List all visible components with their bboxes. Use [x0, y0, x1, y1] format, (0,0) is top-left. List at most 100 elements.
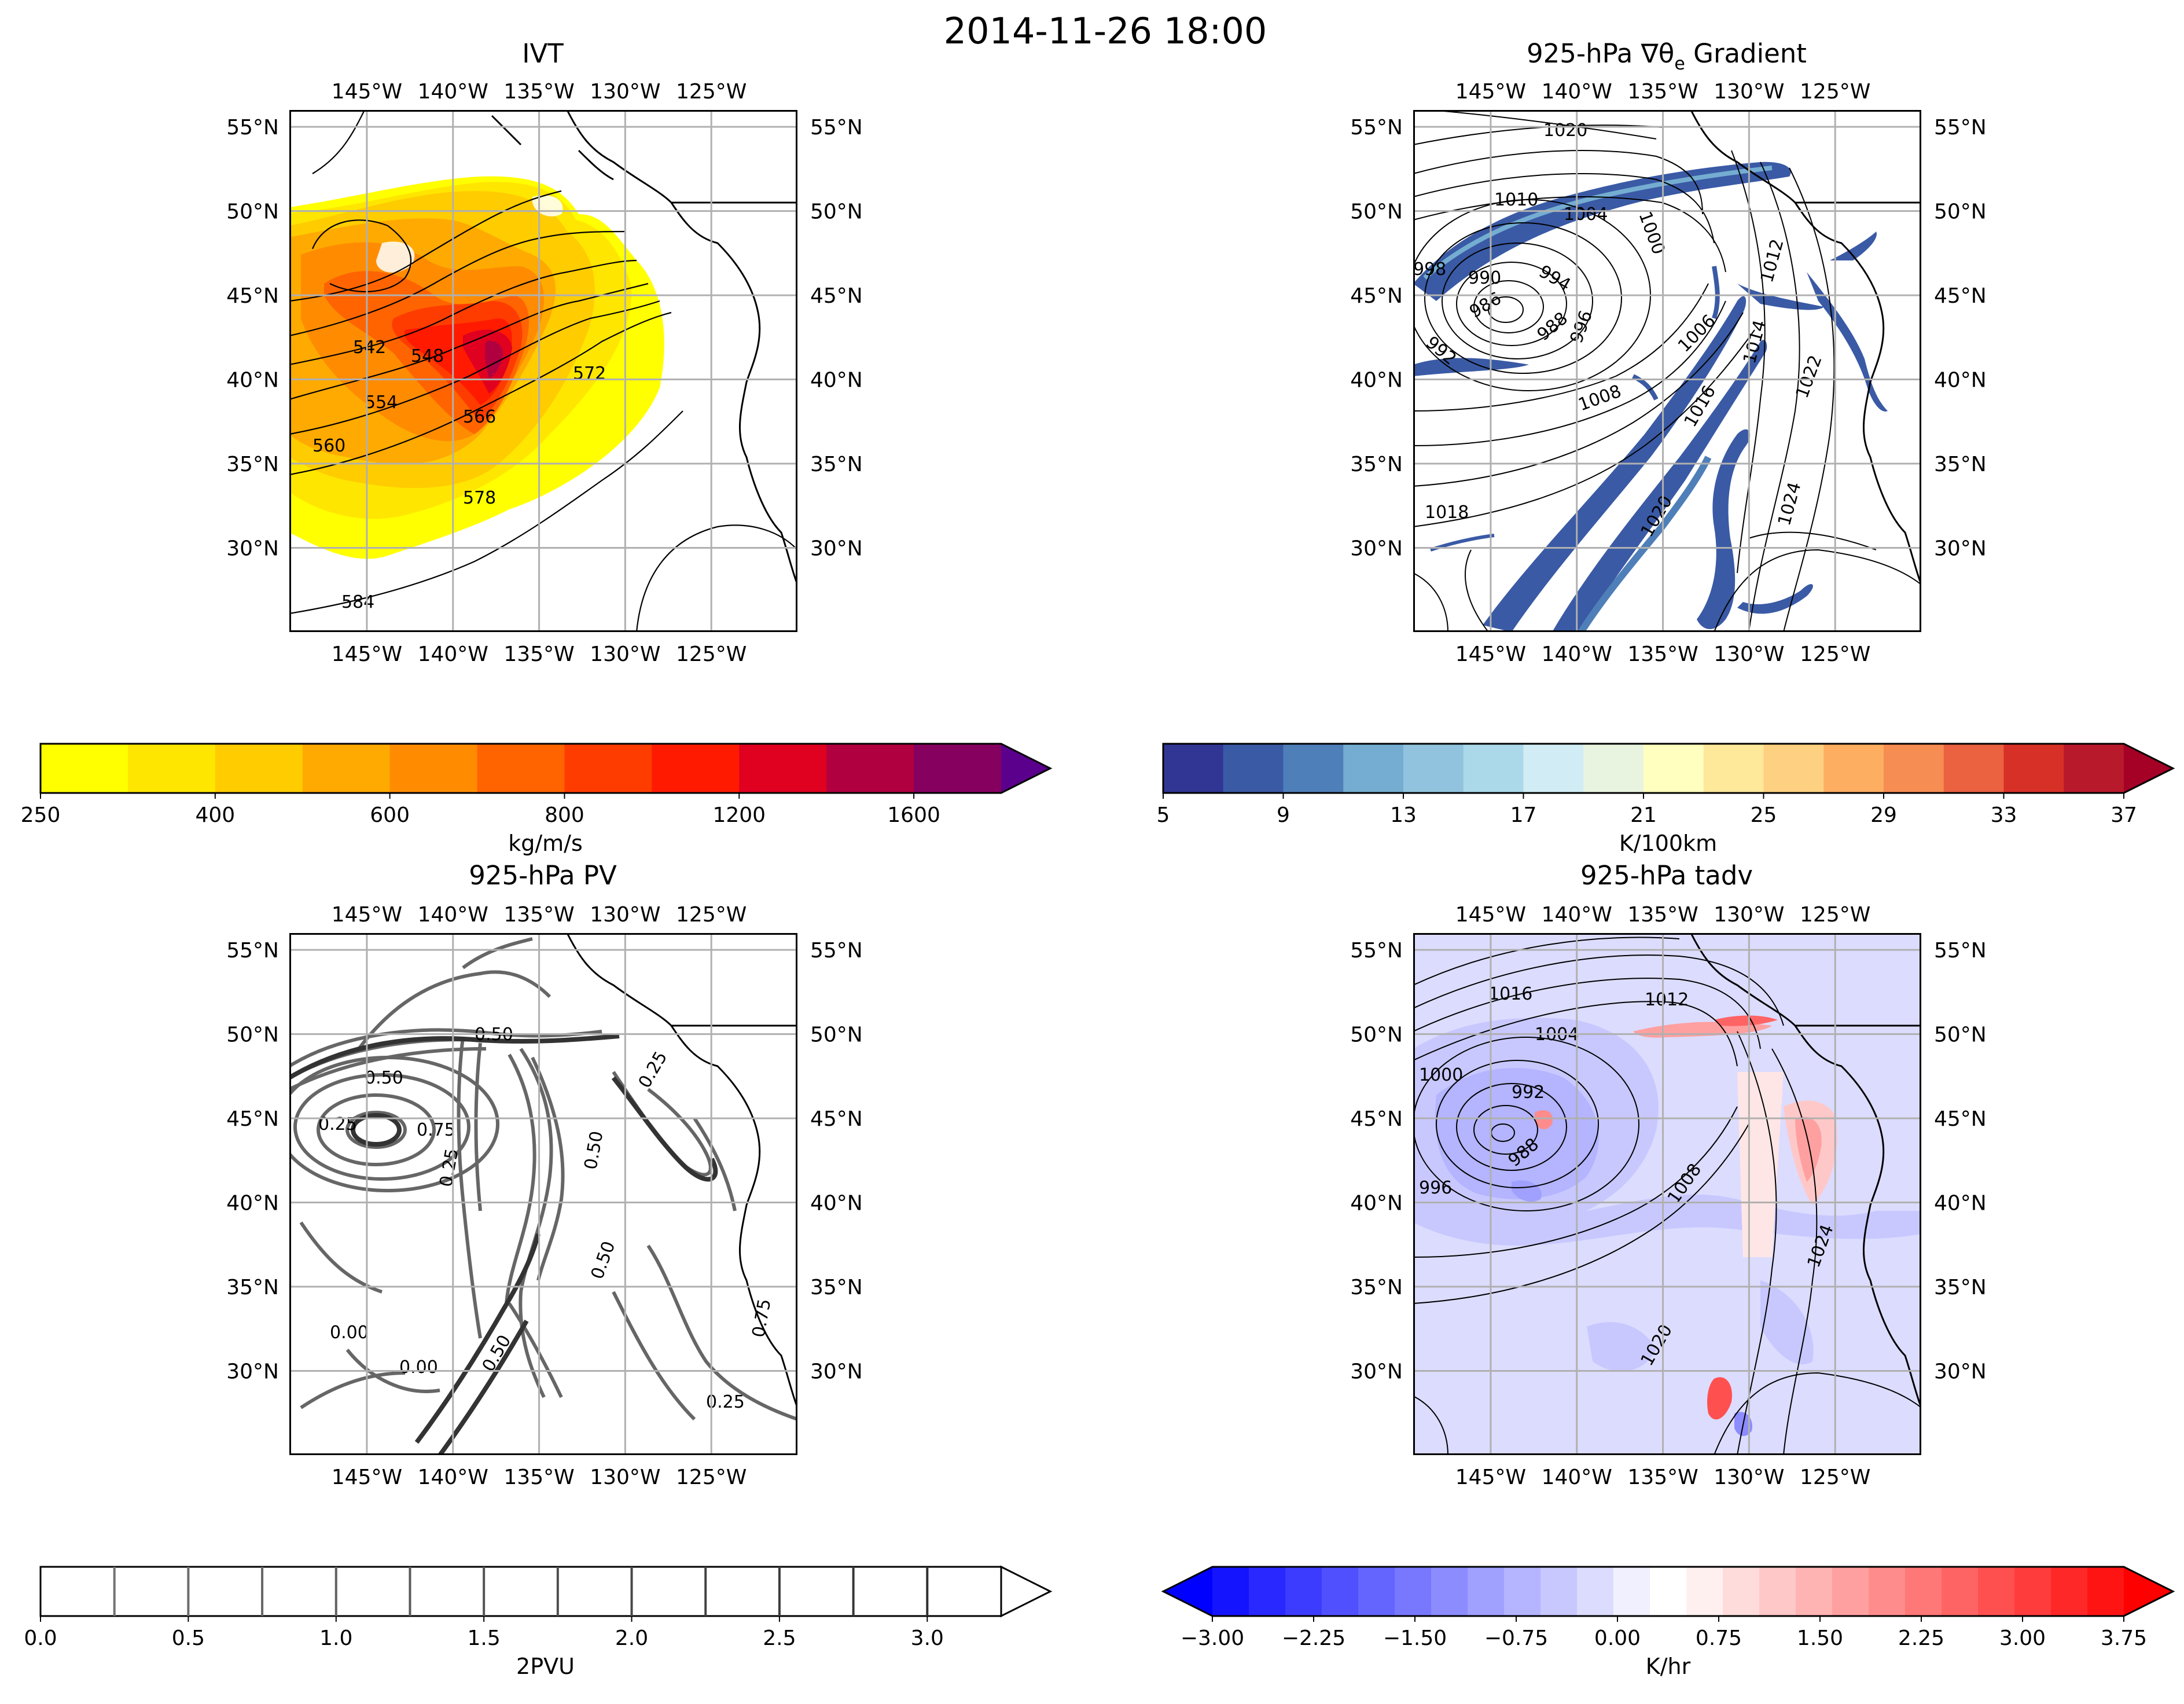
colorbar-segment: [1823, 744, 1884, 793]
panel-thetae-gradient: 925-hPa ∇θe Gradient 145°W 145°W 140°W 140°…: [1350, 38, 1987, 666]
lat-tick-label-left: 40°N: [226, 369, 279, 392]
lon-tick-label-bottom: 135°W: [503, 642, 574, 666]
colorbar-segment: [2003, 744, 2064, 793]
gridlines: [1413, 110, 1921, 632]
colorbar-tick-label: 3.0: [911, 1626, 944, 1650]
colorbar-segment: [477, 744, 565, 793]
colorbar-segment: [1285, 1567, 1322, 1616]
colorbar-tick-label: 21: [1630, 803, 1657, 827]
panel-title: IVT: [522, 38, 564, 69]
lat-tick-label-right: 40°N: [1934, 369, 1987, 392]
colorbar-label: kg/m/s: [508, 831, 583, 856]
colorbar-segment: [1723, 1567, 1760, 1616]
colorbar-segment: [1643, 744, 1704, 793]
lon-tick-label-bottom: 125°W: [1800, 1466, 1870, 1489]
colorbar-segment: [1978, 1567, 2015, 1616]
colorbar-segment: [41, 744, 128, 793]
map-area: 0.50 0.50 0.25 0.25 0.00 0.00 0.50 0.75 …: [289, 933, 797, 1455]
lon-tick-label-top: 130°W: [1714, 80, 1784, 104]
lon-tick-label-bottom: 125°W: [676, 1466, 747, 1489]
lat-tick-label-right: 50°N: [1934, 1023, 1987, 1047]
colorbar-outline: [39, 743, 1053, 794]
colorbar-segment: [914, 744, 1002, 793]
panel-title: 925-hPa PV: [469, 860, 617, 891]
colorbar-segment: [1504, 1567, 1541, 1616]
lon-tick-label-top: 135°W: [1627, 903, 1698, 927]
colorbar-tick-label: 33: [1991, 803, 2017, 827]
colorbar-segment: [1869, 1567, 1906, 1616]
colorbar-tick-label: 0.0: [24, 1626, 57, 1650]
lon-tick-label-top: 130°W: [590, 903, 660, 927]
contour-label: 584: [341, 592, 374, 612]
panel-ivt: IVT 145°W145°W140°W140°W135°W135°W130°W1…: [226, 38, 863, 666]
colorbar-tadv: −3.00 −2.25 −1.50 −0.75 0.00 0.75 1.50 2.25 3.00…: [1161, 1566, 2175, 1679]
lon-tick-label-bottom: 125°W: [1800, 642, 1870, 666]
contour-label: 992: [1512, 1082, 1545, 1103]
lon-tick-label-top: 135°W: [503, 80, 574, 104]
coastline: [1690, 110, 1921, 585]
colorbar-tick-label: 0.5: [172, 1626, 205, 1650]
colorbar-segment: [1431, 1567, 1468, 1616]
gridlines: [1413, 933, 1921, 1455]
lat-tick-label-left: 50°N: [1350, 200, 1403, 224]
lat-tick-label-left: 35°N: [226, 1276, 279, 1299]
lat-tick-label-left: 45°N: [1350, 1107, 1403, 1131]
axis-ticks: 145°W 145°W 140°W 140°W 135°W 135°W 130°W 130°W…: [226, 80, 863, 666]
colorbar-segment: [127, 744, 216, 793]
colorbar-tick-label: 1.0: [319, 1626, 352, 1650]
lon-tick-label-bottom: 140°W: [1542, 642, 1612, 666]
colorbar-tick-label: 5: [1157, 803, 1170, 827]
colorbar-tick-label: 1.50: [1797, 1626, 1843, 1650]
colorbar-segment: [1577, 1567, 1614, 1616]
gridlines: [289, 110, 797, 632]
lon-tick-label-top: 140°W: [1542, 903, 1612, 927]
colorbar-segment: [1650, 1567, 1687, 1616]
lat-tick-label-right: 50°N: [810, 1023, 863, 1047]
contour-label: 0.25: [706, 1392, 745, 1412]
colorbar-tick-label: 400: [195, 803, 235, 827]
colorbar-tick-label: 0.75: [1696, 1626, 1742, 1650]
colorbar-segment: [1223, 744, 1284, 793]
lon-tick-label-top: 130°W: [590, 80, 660, 104]
lat-tick-label-left: 35°N: [1350, 453, 1403, 476]
colorbar-tick-label: 13: [1390, 803, 1417, 827]
colorbar-segment: [652, 744, 740, 793]
contour-label: 0.00: [330, 1323, 369, 1343]
colorbar-segment: [1942, 1567, 1979, 1616]
contour-label: 1018: [1425, 502, 1469, 523]
colorbar-tick-label: 2.0: [615, 1626, 648, 1650]
colorbar-segment: [1343, 744, 1404, 793]
lat-tick-label-right: 30°N: [1934, 537, 1987, 561]
contour-labels: 542 548 554 560 566 572 578 584: [312, 337, 606, 612]
contour-label: 572: [573, 363, 606, 384]
lat-tick-label-left: 30°N: [1350, 537, 1403, 561]
colorbar-segment: [1943, 744, 2004, 793]
lon-tick-label-top: 135°W: [503, 903, 574, 927]
colorbar-extend-arrow: [2124, 1567, 2173, 1616]
colorbar-tick-label: 600: [370, 803, 410, 827]
lon-tick-label-top: 140°W: [418, 903, 488, 927]
colorbar-ivt: 250 400 600 800 1200 1600 kg/m/s: [21, 743, 1053, 856]
lat-tick-label-right: 50°N: [1934, 200, 1987, 224]
colorbar-segment: [1395, 1567, 1432, 1616]
lat-tick-label-left: 30°N: [226, 537, 279, 561]
colorbar-segment: [1703, 744, 1764, 793]
contour-label: 578: [463, 488, 496, 508]
gridlines: [289, 933, 797, 1455]
contour-label: 0.50: [365, 1068, 403, 1088]
colorbar-tick-label: 0.00: [1594, 1626, 1641, 1650]
axis-ticks: 145°W 145°W 140°W 140°W 135°W 135°W 130°W 130°W…: [226, 903, 863, 1489]
colorbar-segment: [564, 744, 652, 793]
lon-tick-label-bottom: 145°W: [1455, 642, 1526, 666]
colorbar-segment: [2014, 1567, 2051, 1616]
lat-tick-label-left: 55°N: [226, 116, 279, 139]
colorbar-tick-label: 2.5: [763, 1626, 796, 1650]
colorbar-tick-label: 3.75: [2101, 1626, 2147, 1650]
colorbar-segment: [302, 744, 391, 793]
contour-label: 1010: [1494, 190, 1538, 210]
lat-tick-label-left: 55°N: [1350, 116, 1403, 139]
map-area: 1020 1010 1004 1000 990 986 988 994 992 …: [1413, 110, 1921, 632]
contour-label: 1020: [1543, 120, 1587, 141]
contour-label: 1012: [1645, 990, 1689, 1010]
lat-tick-label-left: 30°N: [226, 1360, 279, 1384]
